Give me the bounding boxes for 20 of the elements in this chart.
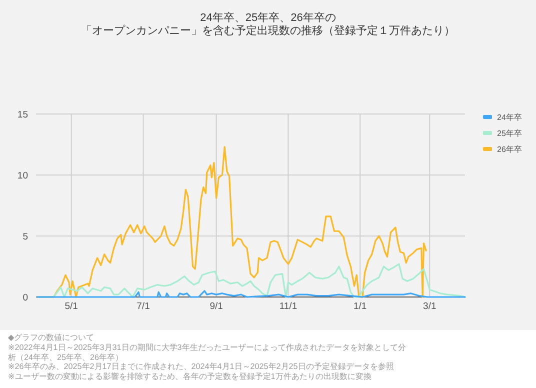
- x-tick-label: 3/1: [423, 301, 436, 312]
- chart-subtitle: 「オープンカンパニー」を含む予定出現数の推移（登録予定１万件あたり）: [81, 24, 455, 37]
- text: ※26年卒のみ、2025年2月17日までに作成された、2024年4月1日～2025年2月25日の予定登録データを参照: [8, 362, 395, 372]
- text: ※ユーザー数の変動による影響を排除するため、各年の予定数を登録予定1万件あたりの出現数に変換: [8, 372, 372, 382]
- x-tick-label: 7/1: [136, 301, 150, 312]
- y-tick-label: 15: [17, 110, 28, 120]
- x-tick-label: 11/1: [279, 301, 298, 312]
- x-tick-label: 5/1: [64, 301, 78, 312]
- legend-label: 24年卒: [497, 113, 522, 122]
- x-tick-label: 1/1: [354, 301, 367, 312]
- x-tick-label: 9/1: [210, 301, 223, 312]
- y-tick-label: 5: [22, 232, 28, 242]
- y-tick-label: 10: [17, 170, 28, 182]
- legend-label: 26年卒: [497, 145, 522, 154]
- line-series: [36, 290, 466, 298]
- legend-label: 25年卒: [497, 129, 522, 138]
- text: ◆グラフの数値について: [8, 333, 96, 343]
- text: ※2022年4月1日～2025年3月31日の期間に大学3年生だったユーザーによって作成されたデータを対象として分析（24年卒、25年卒、26年卒）: [8, 342, 407, 362]
- y-tick-label: 0: [22, 292, 28, 304]
- chart-title: 24年卒、25年卒、26年卒の: [200, 11, 336, 24]
